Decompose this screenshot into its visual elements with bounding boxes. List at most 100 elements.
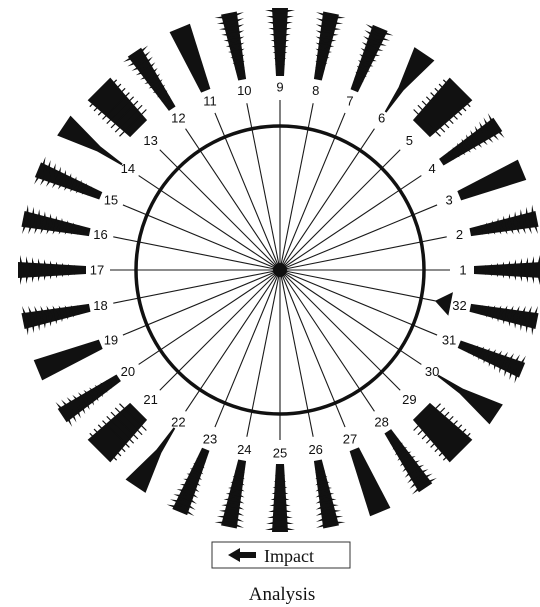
spoke-6 xyxy=(279,128,375,271)
implant-icon-14 xyxy=(57,115,123,166)
center-hub xyxy=(273,263,287,277)
position-label-28: 28 xyxy=(374,415,388,430)
impact-arrow-icon xyxy=(434,292,453,316)
spoke-30 xyxy=(279,269,422,365)
spoke-7 xyxy=(279,112,346,271)
position-label-15: 15 xyxy=(104,192,118,207)
position-label-29: 29 xyxy=(402,392,416,407)
impact-legend-arrow-icon xyxy=(228,548,256,562)
position-label-4: 4 xyxy=(429,161,436,176)
spoke-23 xyxy=(214,269,281,428)
position-label-14: 14 xyxy=(121,161,135,176)
position-label-3: 3 xyxy=(445,192,452,207)
implant-icons xyxy=(18,8,540,532)
spoke-10 xyxy=(246,103,281,271)
position-label-8: 8 xyxy=(312,83,319,98)
implant-icon-21 xyxy=(87,402,148,463)
position-label-1: 1 xyxy=(459,263,466,278)
spoke-19 xyxy=(122,269,281,336)
spoke-20 xyxy=(138,269,281,365)
implant-icon-4 xyxy=(439,113,505,166)
implant-icon-5 xyxy=(412,77,473,138)
implant-icon-16 xyxy=(21,204,91,237)
legend-label: Impact xyxy=(264,546,314,566)
spoke-21 xyxy=(159,269,281,391)
position-label-13: 13 xyxy=(143,133,157,148)
spoke-24 xyxy=(246,269,281,437)
implant-icon-20 xyxy=(55,374,121,427)
reference-circle xyxy=(134,124,426,416)
implant-icon-22 xyxy=(125,427,176,493)
implant-icon-23 xyxy=(166,447,210,516)
implant-icon-26 xyxy=(313,459,346,529)
spoke-28 xyxy=(279,269,375,412)
implant-icon-8 xyxy=(313,11,346,81)
position-label-18: 18 xyxy=(93,298,107,313)
spoke-15 xyxy=(122,204,281,271)
position-label-26: 26 xyxy=(308,442,322,457)
spoke-31 xyxy=(279,269,438,336)
position-label-19: 19 xyxy=(104,333,118,348)
implant-icon-6 xyxy=(384,47,435,113)
position-label-5: 5 xyxy=(406,133,413,148)
position-label-2: 2 xyxy=(456,227,463,242)
spoke-29 xyxy=(279,269,401,391)
position-label-11: 11 xyxy=(203,93,217,108)
implant-icon-17 xyxy=(18,255,86,285)
spoke-13 xyxy=(159,149,281,271)
spoke-14 xyxy=(138,175,281,271)
implant-icon-9 xyxy=(265,8,295,76)
spoke-32 xyxy=(279,269,447,304)
implant-icon-1 xyxy=(474,255,540,285)
spoke-2 xyxy=(279,236,447,271)
implant-icon-15 xyxy=(34,156,103,200)
spoke-18 xyxy=(113,269,281,304)
implant-icon-19 xyxy=(33,339,103,381)
implant-icon-18 xyxy=(21,303,91,336)
position-label-24: 24 xyxy=(237,442,251,457)
position-label-17: 17 xyxy=(90,263,104,278)
implant-icon-12 xyxy=(123,45,176,111)
spoke-11 xyxy=(214,112,281,271)
spoke-8 xyxy=(279,103,314,271)
position-label-20: 20 xyxy=(121,364,135,379)
implant-icon-28 xyxy=(384,429,437,495)
position-label-22: 22 xyxy=(171,415,185,430)
position-label-27: 27 xyxy=(343,432,357,447)
implant-icon-24 xyxy=(214,459,247,529)
legend: Impact xyxy=(211,541,351,569)
spoke-12 xyxy=(185,128,281,271)
position-label-30: 30 xyxy=(425,364,439,379)
caption: Analysis xyxy=(249,584,316,605)
implant-icon-25 xyxy=(265,464,295,532)
spoke-16 xyxy=(113,236,281,271)
position-label-16: 16 xyxy=(93,227,107,242)
implant-icon-10 xyxy=(214,11,247,81)
spoke-27 xyxy=(279,269,346,428)
implant-icon-13 xyxy=(87,77,148,138)
position-label-7: 7 xyxy=(346,93,353,108)
implant-icon-32 xyxy=(469,303,539,336)
position-label-25: 25 xyxy=(273,446,287,461)
spoke-3 xyxy=(279,204,438,271)
position-label-9: 9 xyxy=(276,80,283,95)
position-label-12: 12 xyxy=(171,110,185,125)
implant-icon-2 xyxy=(469,204,539,237)
implant-icon-11 xyxy=(169,23,211,93)
spoke-5 xyxy=(279,149,401,271)
implant-icon-27 xyxy=(349,447,391,517)
position-label-32: 32 xyxy=(452,298,466,313)
position-label-31: 31 xyxy=(442,333,456,348)
implant-icon-30 xyxy=(437,374,503,425)
spoke-26 xyxy=(279,269,314,437)
spokes-group xyxy=(110,100,450,440)
spoke-22 xyxy=(185,269,281,412)
position-label-6: 6 xyxy=(378,110,385,125)
implant-icon-31 xyxy=(457,340,526,384)
spoke-4 xyxy=(279,175,422,271)
position-label-23: 23 xyxy=(203,432,217,447)
position-label-21: 21 xyxy=(143,392,157,407)
implant-icon-29 xyxy=(412,402,473,463)
